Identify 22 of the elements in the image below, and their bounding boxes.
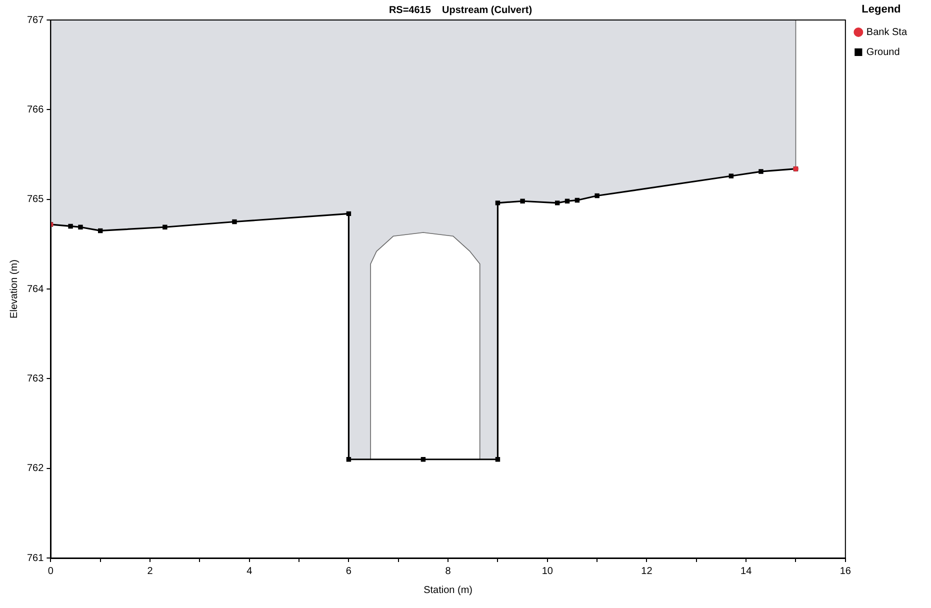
y-tick-label: 765 <box>26 194 44 206</box>
x-tick-label: 16 <box>840 566 852 577</box>
legend-title: Legend <box>862 4 901 16</box>
x-axis-title: Station (m) <box>424 584 473 596</box>
legend-label: Ground <box>866 46 900 58</box>
y-tick-label: 761 <box>26 552 44 564</box>
y-tick-label: 762 <box>26 463 44 474</box>
x-tick-label: 2 <box>147 566 154 577</box>
x-tick-label: 0 <box>48 566 54 577</box>
x-tick-label: 10 <box>542 566 554 577</box>
y-tick-label: 767 <box>26 14 44 26</box>
y-tick-label: 766 <box>26 104 44 116</box>
x-tick-label: 6 <box>346 566 352 577</box>
x-tick-label: 8 <box>445 566 452 577</box>
y-tick-label: 763 <box>26 373 44 384</box>
legend-label: Bank Sta <box>866 26 908 38</box>
chart-title: RS=4615 Upstream (Culvert) <box>388 4 532 16</box>
y-axis-title: Elevation (m) <box>8 260 20 318</box>
y-tick-label: 764 <box>26 284 44 295</box>
x-tick-label: 4 <box>246 566 253 577</box>
x-tick-label: 14 <box>740 566 752 577</box>
x-tick-label: 12 <box>641 566 653 577</box>
